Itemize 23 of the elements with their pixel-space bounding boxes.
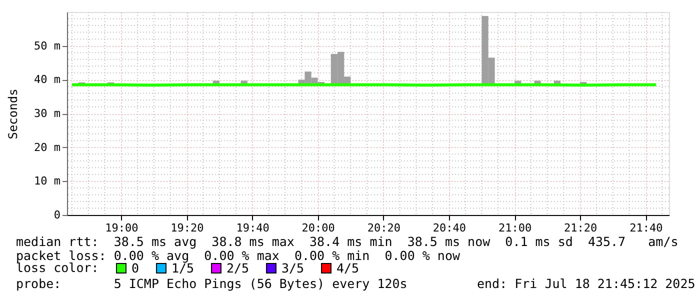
y-tick-label: 20 m	[34, 140, 61, 154]
x-tick-label: 20:40	[432, 222, 466, 234]
y-tick-label: 30 m	[34, 107, 61, 120]
text: probe: 5 ICMP Echo Pings (56 Bytes) every 120s	[16, 276, 408, 291]
x-tick-label: 20:20	[367, 222, 400, 234]
y-tick-label: 40 m	[34, 73, 61, 86]
y-tick-label: 50 m	[34, 39, 61, 52]
y-tick-label: 0	[54, 208, 60, 222]
x-tick-label: 21:40	[630, 222, 663, 234]
x-tick-label: 19:00	[105, 222, 138, 234]
y-tick-label: 10 m	[34, 174, 61, 188]
x-tick-label: 21:20	[564, 222, 598, 234]
text: end: Fri Jul 18 21:45:12 2025	[477, 276, 696, 291]
legend-label: 4/5	[336, 260, 360, 276]
x-tick-label: 20:00	[302, 222, 335, 234]
x-tick-label: 21:00	[498, 222, 532, 234]
legend-label: 2/5	[226, 260, 250, 276]
legend-label: 0	[132, 260, 140, 276]
x-tick-label: 19:40	[236, 222, 270, 234]
x-tick-label: 19:20	[170, 222, 204, 234]
text: median rtt: 38.5 ms avg 38.8 ms max 38.4 ms min 38.5 ms now 0.1 ms sd 435.7 am/s	[16, 234, 678, 249]
y-axis-title: Seconds	[6, 88, 20, 140]
legend-label: 3/5	[282, 260, 304, 276]
